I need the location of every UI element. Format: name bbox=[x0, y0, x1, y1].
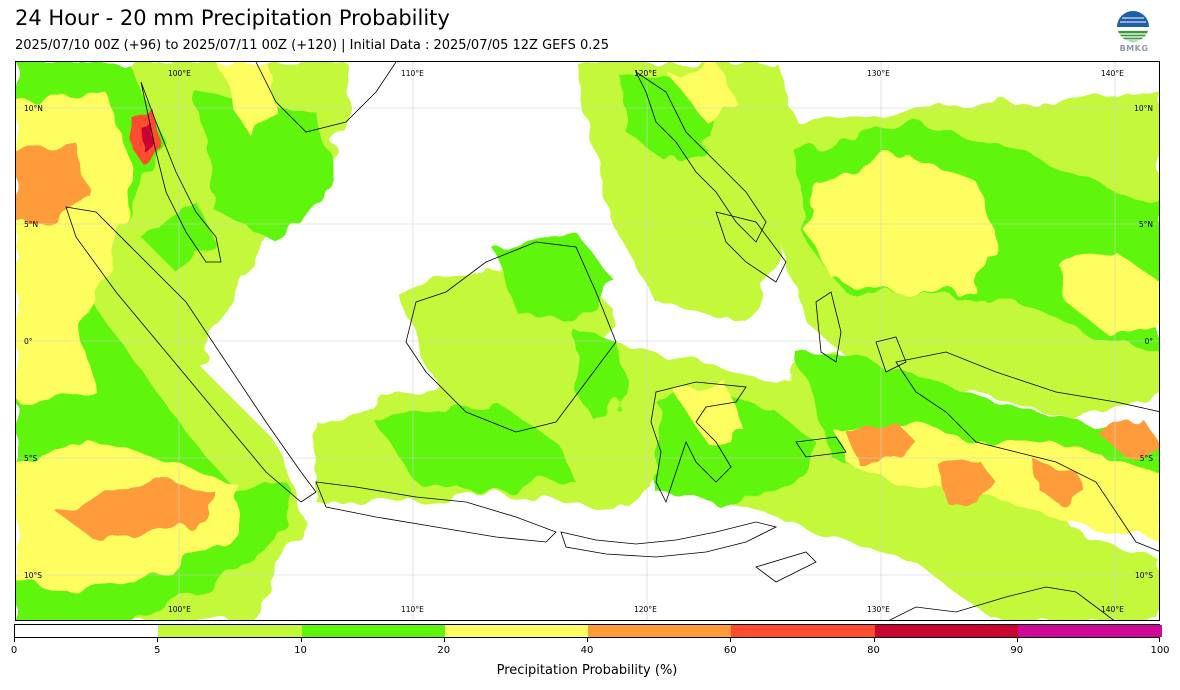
colorbar-tick-mark bbox=[157, 638, 159, 642]
colorbar-tick-label: 0 bbox=[10, 645, 18, 656]
colorbar-tick-label: 90 bbox=[1010, 645, 1024, 656]
colorbar-tick-label: 20 bbox=[437, 645, 451, 656]
lat-label-right: 10°S bbox=[1135, 571, 1153, 580]
lat-label-right: 0° bbox=[1144, 337, 1153, 346]
map-canvas: 100°E 110°E 120°E 130°E 140°E 100°E 110°… bbox=[16, 62, 1159, 620]
lat-label-left: 10°N bbox=[24, 104, 43, 113]
lat-label-left: 5°S bbox=[24, 454, 38, 463]
lon-label-bottom: 120°E bbox=[634, 605, 657, 614]
colorbar-segment bbox=[874, 625, 1019, 637]
colorbar-segment bbox=[158, 625, 302, 637]
colorbar-tick-label: 100 bbox=[1150, 645, 1170, 656]
colorbar-tick-label: 10 bbox=[294, 645, 307, 656]
lon-label-bottom: 130°E bbox=[867, 605, 890, 614]
lon-label-top: 100°E bbox=[168, 69, 191, 78]
colorbar-segment bbox=[1017, 625, 1162, 637]
colorbar-tick-mark bbox=[14, 638, 15, 642]
colorbar-tick-mark bbox=[300, 638, 302, 642]
map-gridlines bbox=[16, 62, 1159, 620]
colorbar-segment bbox=[15, 625, 159, 637]
colorbar-tick-mark bbox=[873, 638, 875, 642]
colorbar-segment bbox=[301, 625, 446, 637]
map-title: 24 Hour - 20 mm Precipitation Probabilit… bbox=[15, 6, 450, 30]
colorbar-segment bbox=[588, 625, 732, 637]
colorbar-tick-label: 60 bbox=[723, 645, 737, 656]
colorbar-tick-mark bbox=[730, 638, 732, 642]
map-subtitle: 2025/07/10 00Z (+96) to 2025/07/11 00Z (… bbox=[15, 38, 609, 53]
prob-80-90-field bbox=[138, 120, 152, 150]
lat-label-right: 10°N bbox=[1134, 104, 1153, 113]
lat-label-left: 5°N bbox=[24, 220, 38, 229]
lon-label-top: 110°E bbox=[401, 69, 424, 78]
colorbar bbox=[14, 624, 1162, 638]
colorbar-tick-label: 80 bbox=[867, 645, 880, 656]
colorbar-title: Precipitation Probability (%) bbox=[496, 663, 678, 678]
lon-label-top: 120°E bbox=[634, 69, 657, 78]
lat-label-right: 5°N bbox=[1139, 220, 1153, 229]
lon-label-bottom: 100°E bbox=[168, 605, 191, 614]
lat-label-left: 10°S bbox=[24, 571, 42, 580]
colorbar-tick-mark bbox=[1016, 638, 1018, 642]
prob-40-60-field bbox=[16, 142, 1159, 542]
precipitation-map: 100°E 110°E 120°E 130°E 140°E 100°E 110°… bbox=[15, 61, 1160, 621]
lon-label-top: 130°E bbox=[867, 69, 890, 78]
colorbar-tick-label: 40 bbox=[580, 645, 594, 656]
probability-fields bbox=[16, 62, 1159, 620]
lon-label-bottom: 140°E bbox=[1101, 605, 1124, 614]
colorbar-tick-label: 5 bbox=[154, 645, 161, 656]
map-axis-labels: 100°E 110°E 120°E 130°E 140°E 100°E 110°… bbox=[24, 69, 1153, 614]
lat-label-right: 5°S bbox=[1140, 454, 1154, 463]
bmkg-logo-icon bbox=[1117, 11, 1149, 43]
lon-label-bottom: 110°E bbox=[401, 605, 424, 614]
lat-label-left: 0° bbox=[24, 337, 33, 346]
logo-text: BMKG bbox=[1119, 44, 1149, 53]
lon-label-top: 140°E bbox=[1101, 69, 1124, 78]
prob-20-40-field bbox=[16, 62, 1159, 592]
coastlines bbox=[65, 62, 1159, 620]
colorbar-tick-mark bbox=[587, 638, 588, 642]
colorbar-segment bbox=[444, 625, 589, 637]
colorbar-segment bbox=[731, 625, 875, 637]
colorbar-tick-mark bbox=[443, 638, 445, 642]
colorbar-tick-mark bbox=[1159, 638, 1160, 642]
